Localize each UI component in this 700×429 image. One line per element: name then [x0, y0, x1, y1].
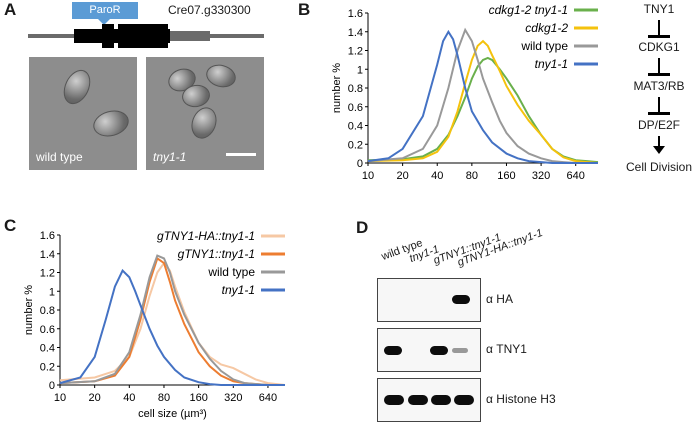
y-tick-label: 0 — [49, 380, 55, 392]
inhibition-arrow — [658, 58, 660, 74]
series-line-tny1-1 — [367, 29, 598, 164]
legend-label: cdkg1-2 — [525, 21, 568, 35]
blot-band — [430, 346, 448, 355]
gene-exon-2 — [118, 24, 168, 48]
y-tick-label: 0.2 — [348, 139, 363, 151]
x-tick-label: 640 — [259, 392, 277, 404]
y-tick-label: 0.8 — [40, 305, 55, 317]
y-tick-label: 1.6 — [348, 8, 363, 20]
micrograph-tny1-1: tny1-1 — [146, 57, 264, 170]
micrograph-wild-type: wild type — [29, 57, 137, 170]
blot-band — [454, 395, 474, 405]
blot-band — [431, 395, 451, 405]
y-tick-label: 1 — [49, 286, 55, 298]
y-tick-label: 0.8 — [348, 83, 363, 95]
series-line-gtny1-tny1-1 — [59, 256, 285, 386]
scale-bar — [226, 153, 256, 156]
x-tick-label: 80 — [158, 392, 170, 404]
x-tick-label: 160 — [189, 392, 207, 404]
y-axis-label: number % — [331, 63, 343, 113]
gene-id-label: Cre07.g330300 — [168, 3, 251, 17]
y-tick-label: 0.2 — [40, 361, 55, 373]
inhibition-bar — [648, 35, 670, 38]
x-tick-label: 640 — [567, 170, 585, 180]
blot-tny1 — [377, 328, 481, 372]
inhibition-arrow — [658, 97, 660, 113]
x-tick-label: 40 — [123, 392, 135, 404]
legend-label: wild type — [520, 39, 568, 53]
legend-label: tny1-1 — [222, 283, 255, 297]
panel-letter-a: A — [4, 0, 17, 19]
cell-image — [90, 106, 132, 141]
chart-b: 0 0.2 0.4 0.6 0.8 1 1.2 1.4 1.6 10 20 40 80 160 320 640… — [331, 3, 599, 180]
y-tick-label: 1.4 — [40, 249, 55, 261]
x-tick-label: 10 — [362, 170, 374, 180]
panel-letter-c: C — [4, 216, 17, 235]
y-tick-label: 1 — [357, 64, 363, 76]
chart-c: 0 0.2 0.4 0.6 0.8 1 1.2 1.4 1.6 10 20 40 80 160 320 640… — [23, 229, 286, 420]
blot-band-faint — [452, 348, 468, 353]
x-axis-label: cell size (µm³) — [138, 408, 207, 420]
blot-label-histone-h3: α Histone H3 — [486, 392, 556, 406]
y-tick-label: 0.4 — [40, 343, 55, 355]
blot-label-tny1: α TNY1 — [486, 342, 527, 356]
inhibition-arrow — [658, 20, 660, 36]
micrograph-caption: tny1-1 — [153, 150, 187, 164]
pathway-node-mat3-rb: MAT3/RB — [633, 79, 685, 93]
cell-image — [187, 103, 221, 143]
inhibition-bar — [648, 112, 670, 115]
gene-exon-1 — [102, 24, 114, 48]
y-tick-label: 0.6 — [348, 102, 363, 114]
blot-band — [384, 395, 404, 405]
x-tick-label: 10 — [54, 392, 66, 404]
paror-insertion-box: ParoR — [72, 2, 138, 19]
x-tick-label: 320 — [532, 170, 550, 180]
cell-image — [203, 61, 239, 91]
gene-exon-3utr — [170, 31, 210, 41]
pathway-node-tny1: TNY1 — [643, 2, 675, 16]
legend-label: gTNY1::tny1-1 — [178, 247, 255, 261]
blot-histone-h3 — [377, 378, 481, 422]
inhibition-bar — [648, 73, 670, 76]
x-tick-label: 40 — [431, 170, 443, 180]
series-line-wild-type — [367, 27, 598, 164]
blot-band — [452, 295, 470, 304]
cell-image — [58, 65, 96, 109]
x-tick-label: 160 — [497, 170, 515, 180]
y-tick-label: 0.6 — [40, 324, 55, 336]
y-tick-label: 0.4 — [348, 121, 363, 133]
panel-letter-d: D — [356, 218, 369, 237]
legend-label: wild type — [207, 265, 255, 279]
y-axis-label: number % — [23, 285, 35, 335]
series-line-cdkg1-2-tny1-1 — [367, 56, 599, 164]
arrow-head-icon — [653, 146, 665, 154]
blot-band — [408, 395, 428, 405]
y-tick-label: 0 — [357, 158, 363, 170]
series-line-wild-type — [59, 254, 285, 386]
legend-label: gTNY1-HA::tny1-1 — [157, 229, 255, 243]
x-tick-label: 80 — [466, 170, 478, 180]
pathway-node-dp-e2f: DP/E2F — [637, 118, 680, 132]
paror-arrow-icon — [98, 19, 110, 25]
y-tick-label: 1.2 — [348, 46, 363, 58]
y-tick-label: 1.6 — [40, 230, 55, 242]
x-tick-label: 20 — [89, 392, 101, 404]
panel-letter-b: B — [298, 0, 311, 19]
blot-ha — [377, 278, 481, 322]
activation-arrow — [658, 136, 660, 147]
y-tick-label: 1.4 — [348, 27, 363, 39]
micrograph-caption: wild type — [36, 150, 83, 164]
legend-label: cdkg1-2 tny1-1 — [489, 3, 568, 17]
series-line-cdkg1-2 — [367, 39, 599, 164]
blot-label-ha: α HA — [486, 292, 513, 306]
legend-label: tny1-1 — [535, 57, 568, 71]
x-tick-label: 320 — [224, 392, 242, 404]
y-tick-label: 1.2 — [40, 268, 55, 280]
series-line-tny1-1 — [59, 268, 285, 386]
pathway-node-cell-division: Cell Division — [625, 160, 693, 174]
blot-band — [384, 346, 402, 355]
x-tick-label: 20 — [396, 170, 408, 180]
pathway-node-cdkg1: CDKG1 — [638, 40, 680, 54]
